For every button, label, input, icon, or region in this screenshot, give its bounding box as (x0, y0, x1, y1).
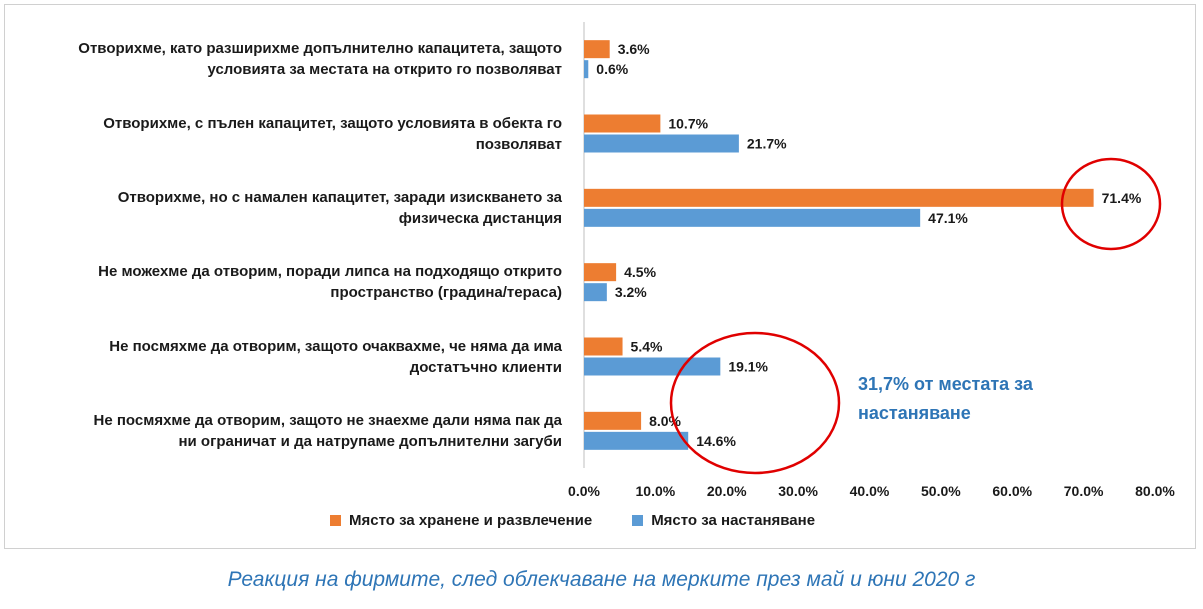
legend-item-food: Място за хранене и развлечение (330, 512, 592, 529)
data-label: 47.1% (928, 210, 968, 226)
x-tick-label: 60.0% (992, 483, 1032, 499)
bar-food (584, 188, 1094, 207)
x-tick-label: 80.0% (1135, 483, 1175, 499)
bar-food (584, 411, 642, 430)
category-label: Не можехме да отворим, поради липса на п… (98, 263, 562, 302)
highlight-circle-large (1060, 157, 1162, 251)
category-label: Не посмяхме да отворим, защото очаквахме… (109, 337, 562, 376)
data-label: 0.6% (596, 61, 628, 77)
bar-food (584, 40, 610, 59)
data-label: 3.6% (618, 41, 650, 57)
category-label: Отворихме, но с намален капацитет, зарад… (117, 188, 562, 227)
bar-food (584, 114, 661, 133)
highlight-circle-small (669, 331, 841, 475)
legend-label-food: Място за хранене и развлечение (349, 512, 593, 529)
bar-food (584, 337, 623, 356)
bar-accommodation (584, 134, 739, 153)
bar-accommodation (584, 357, 721, 376)
data-label: 4.5% (624, 264, 656, 280)
figure-caption: Реакция на фирмите, след облекчаване на … (227, 568, 976, 591)
legend-item-accommodation: Място за настаняване (632, 512, 815, 529)
bar-accommodation (584, 431, 689, 450)
bar-accommodation (584, 283, 607, 302)
x-tick-label: 30.0% (778, 483, 818, 499)
category-label: Отворихме, с пълен капацитет, защото усл… (103, 114, 562, 153)
x-tick-label: 70.0% (1064, 483, 1104, 499)
data-label: 3.2% (615, 284, 647, 300)
annotation-text: 31,7% от местата за настаняване (858, 370, 1118, 428)
bar-accommodation (584, 208, 921, 227)
legend: Място за хранене и развлечение Място за … (330, 512, 815, 529)
legend-swatch-accommodation (632, 515, 644, 526)
category-label: Не посмяхме да отворим, защото не знаехм… (93, 411, 562, 450)
legend-label-accommodation: Място за настаняване (651, 512, 816, 529)
data-label: 19.1% (728, 359, 768, 375)
x-tick-label: 50.0% (921, 483, 961, 499)
annotation-line-1: 31,7% от местата за (858, 374, 1033, 394)
data-label: 14.6% (696, 433, 736, 449)
x-tick-label: 10.0% (636, 483, 676, 499)
category-label: Отворихме, като разширихме допълнително … (78, 40, 562, 79)
data-label: 10.7% (668, 116, 708, 132)
x-tick-label: 0.0% (568, 483, 600, 499)
x-tick-label: 20.0% (707, 483, 747, 499)
bar-accommodation (584, 60, 589, 79)
data-label: 21.7% (747, 136, 787, 152)
data-label: 71.4% (1102, 190, 1142, 206)
x-tick-label: 40.0% (850, 483, 890, 499)
legend-swatch-food (330, 515, 341, 526)
bar-food (584, 263, 617, 282)
annotation-line-2: настаняване (858, 403, 971, 423)
data-label: 5.4% (631, 339, 663, 355)
